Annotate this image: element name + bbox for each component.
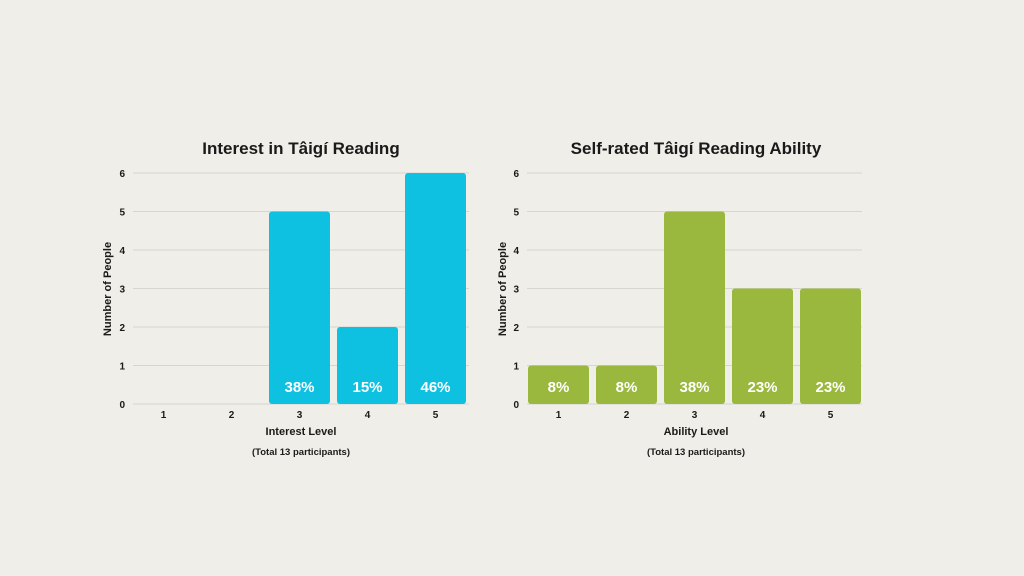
ability-y-tick-label: 3	[513, 285, 519, 296]
ability-bar-data-label: 8%	[548, 379, 570, 396]
interest-chart-note: (Total 13 participants)	[252, 447, 350, 458]
interest-bar-data-label: 46%	[420, 379, 450, 396]
ability-bar-data-label: 23%	[747, 379, 777, 396]
interest-y-tick-label: 4	[119, 246, 125, 257]
ability-chart-xlabel: Ability Level	[664, 426, 729, 438]
ability-chart-ylabel: Number of People	[497, 242, 509, 336]
interest-bar	[337, 327, 398, 404]
interest-bar	[269, 211, 330, 404]
ability-bar	[528, 365, 589, 404]
interest-chart-xlabel: Interest Level	[266, 426, 337, 438]
interest-x-tick-label: 2	[229, 410, 235, 421]
interest-y-ticks: 0 1 2 3 4 5 6	[119, 169, 125, 411]
ability-x-tick-label: 5	[828, 410, 834, 421]
ability-y-tick-label: 5	[513, 208, 519, 219]
ability-x-tick-label: 2	[624, 410, 630, 421]
interest-x-tick-label: 3	[297, 410, 303, 421]
ability-bar	[800, 288, 861, 404]
interest-x-tick-label: 5	[433, 410, 439, 421]
interest-bar-data-label: 38%	[284, 379, 314, 396]
ability-bar	[732, 288, 793, 404]
interest-y-tick-label: 3	[119, 285, 125, 296]
ability-chart-note: (Total 13 participants)	[647, 447, 745, 458]
interest-bar	[405, 173, 466, 404]
ability-bar-data-label: 38%	[679, 379, 709, 396]
interest-chart-title: Interest in Tâigí Reading	[202, 139, 399, 158]
interest-chart: Interest in Tâigí Reading Interest Level…	[102, 139, 469, 458]
ability-y-tick-label: 2	[513, 323, 519, 334]
ability-y-tick-label: 0	[513, 400, 519, 411]
interest-y-tick-label: 2	[119, 323, 125, 334]
ability-x-ticks: 1 2 3 4 5	[556, 410, 834, 421]
ability-x-tick-label: 4	[760, 410, 766, 421]
ability-y-tick-label: 1	[513, 362, 519, 373]
interest-x-tick-label: 1	[161, 410, 167, 421]
ability-y-tick-label: 6	[513, 169, 519, 180]
interest-y-tick-label: 0	[119, 400, 125, 411]
interest-x-tick-label: 4	[365, 410, 371, 421]
interest-bars	[269, 173, 466, 404]
ability-x-tick-label: 1	[556, 410, 562, 421]
ability-x-tick-label: 3	[692, 410, 698, 421]
ability-bar-data-label: 8%	[616, 379, 638, 396]
ability-chart-title: Self-rated Tâigí Reading Ability	[571, 139, 822, 158]
interest-y-tick-label: 1	[119, 362, 125, 373]
ability-bar	[596, 365, 657, 404]
ability-bars	[528, 211, 861, 404]
interest-data-labels: 38% 15% 46%	[284, 379, 450, 396]
ability-bar	[664, 211, 725, 404]
ability-chart: Self-rated Tâigí Reading Ability Ability…	[497, 139, 862, 458]
interest-y-tick-label: 5	[119, 208, 125, 219]
interest-x-ticks: 1 2 3 4 5	[161, 410, 439, 421]
ability-y-ticks: 0 1 2 3 4 5 6	[513, 169, 519, 411]
interest-chart-ylabel: Number of People	[102, 242, 114, 336]
ability-y-tick-label: 4	[513, 246, 519, 257]
ability-data-labels: 8% 8% 38% 23% 23%	[548, 379, 846, 396]
interest-bar-data-label: 15%	[352, 379, 382, 396]
ability-bar-data-label: 23%	[815, 379, 845, 396]
interest-y-tick-label: 6	[119, 169, 125, 180]
